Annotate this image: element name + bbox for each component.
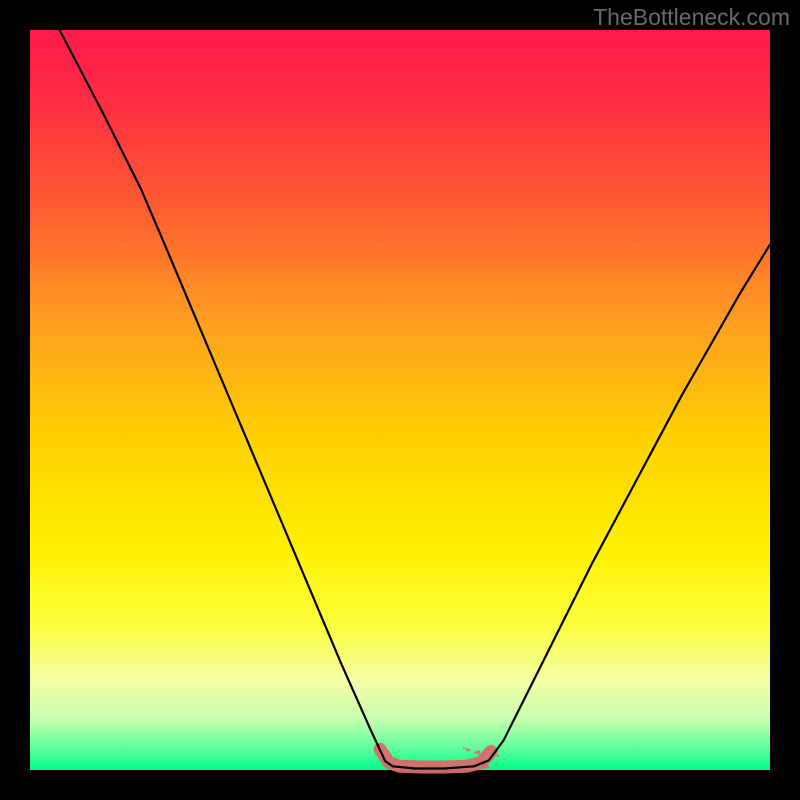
speckle-dot: [496, 754, 499, 757]
watermark-text: TheBottleneck.com: [593, 4, 790, 31]
chart-background: [30, 30, 770, 770]
bottleneck-chart: [0, 0, 800, 800]
speckle-dot: [468, 749, 470, 751]
chart-container: TheBottleneck.com: [0, 0, 800, 800]
speckle-dot: [495, 763, 497, 765]
speckle-dot: [476, 750, 480, 754]
speckle-dot: [463, 747, 465, 749]
